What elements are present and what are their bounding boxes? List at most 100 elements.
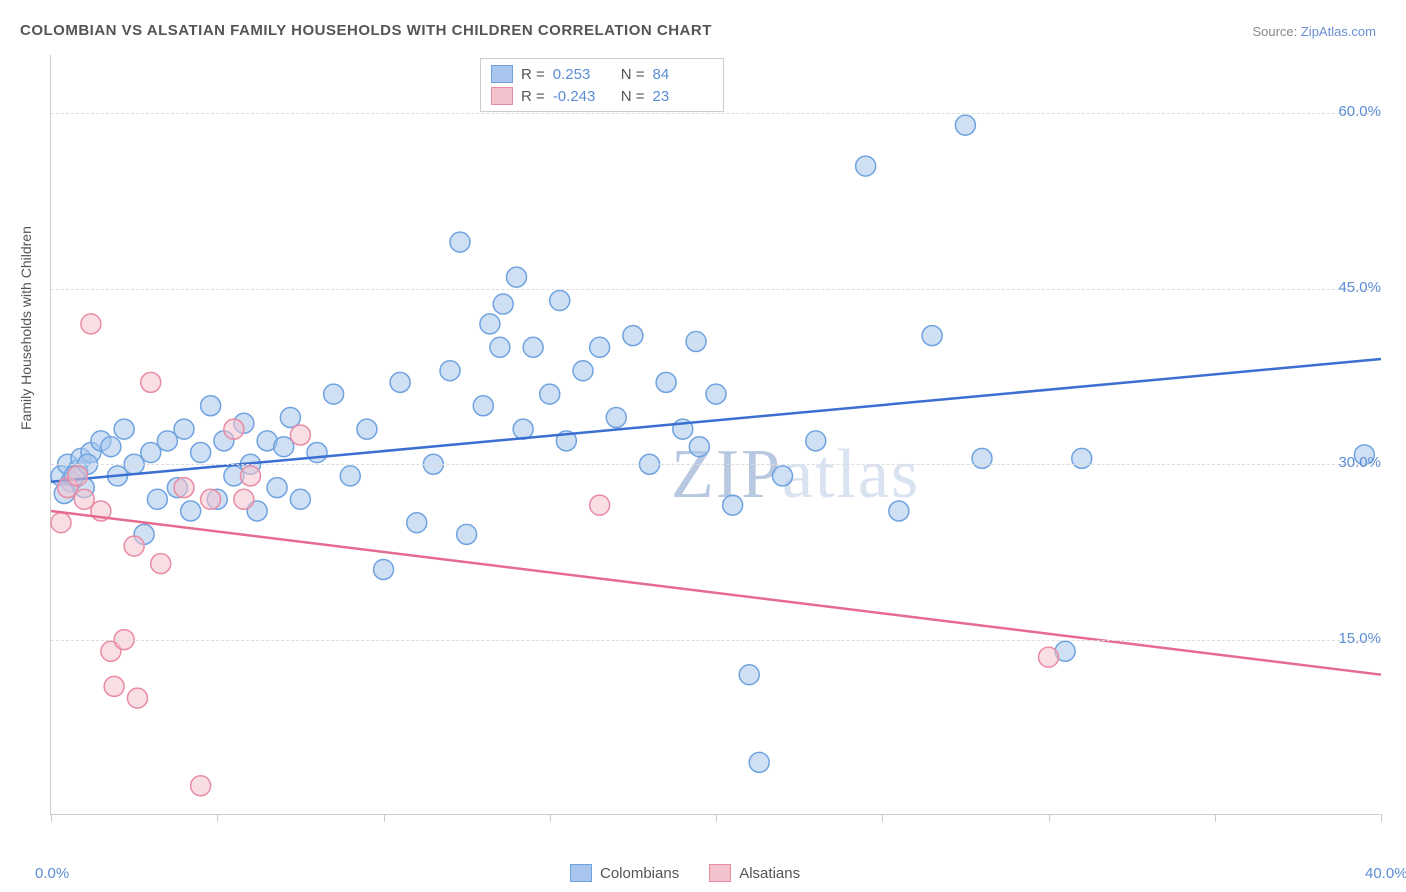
legend-swatch [491, 65, 513, 83]
scatter-point [457, 524, 477, 544]
scatter-point [191, 443, 211, 463]
scatter-point [972, 448, 992, 468]
scatter-point [357, 419, 377, 439]
y-tick-label: 30.0% [1338, 454, 1381, 471]
scatter-point [507, 267, 527, 287]
scatter-point [490, 337, 510, 357]
scatter-point [234, 489, 254, 509]
gridline [51, 640, 1380, 641]
x-tick [550, 814, 551, 822]
scatter-point [267, 478, 287, 498]
scatter-point [290, 489, 310, 509]
scatter-point [340, 466, 360, 486]
scatter-point [124, 536, 144, 556]
y-axis-label: Family Households with Children [18, 226, 34, 430]
x-tick-label: 0.0% [35, 865, 69, 882]
scatter-point [606, 407, 626, 427]
scatter-point [749, 752, 769, 772]
scatter-point [174, 478, 194, 498]
legend-item: Alsatians [709, 864, 800, 882]
x-tick [51, 814, 52, 822]
scatter-point [147, 489, 167, 509]
scatter-point [201, 396, 221, 416]
legend-label: Alsatians [739, 865, 800, 882]
source-prefix: Source: [1252, 24, 1300, 39]
legend-r-value: -0.243 [553, 88, 613, 105]
scatter-point [324, 384, 344, 404]
scatter-point [450, 232, 470, 252]
scatter-point [473, 396, 493, 416]
scatter-point [513, 419, 533, 439]
legend-row: R = -0.243 N = 23 [491, 85, 713, 107]
scatter-point [127, 688, 147, 708]
scatter-point [104, 676, 124, 696]
scatter-point [806, 431, 826, 451]
scatter-point [922, 326, 942, 346]
scatter-point [174, 419, 194, 439]
legend-n-label: N = [621, 88, 645, 105]
scatter-point [689, 437, 709, 457]
legend-r-label: R = [521, 88, 545, 105]
scatter-point [114, 419, 134, 439]
scatter-point [590, 495, 610, 515]
scatter-point [407, 513, 427, 533]
scatter-point [280, 407, 300, 427]
scatter-point [151, 554, 171, 574]
scatter-point [480, 314, 500, 334]
scatter-point [390, 372, 410, 392]
legend-swatch [491, 87, 513, 105]
scatter-point [141, 372, 161, 392]
scatter-point [181, 501, 201, 521]
chart-container: COLOMBIAN VS ALSATIAN FAMILY HOUSEHOLDS … [0, 0, 1406, 892]
x-tick-label: 40.0% [1365, 865, 1406, 882]
scatter-point [81, 314, 101, 334]
scatter-point [706, 384, 726, 404]
scatter-point [241, 466, 261, 486]
x-tick [384, 814, 385, 822]
trend-line [51, 511, 1381, 675]
legend-n-value: 84 [653, 66, 713, 83]
scatter-point [889, 501, 909, 521]
scatter-point [224, 419, 244, 439]
scatter-point [374, 559, 394, 579]
scatter-point [101, 437, 121, 457]
y-tick-label: 15.0% [1338, 630, 1381, 647]
scatter-point [191, 776, 211, 796]
legend-r-label: R = [521, 66, 545, 83]
gridline [51, 464, 1380, 465]
chart-svg [51, 55, 1380, 814]
legend-row: R = 0.253 N = 84 [491, 63, 713, 85]
legend-r-value: 0.253 [553, 66, 613, 83]
scatter-point [856, 156, 876, 176]
legend-n-label: N = [621, 66, 645, 83]
scatter-point [68, 466, 88, 486]
scatter-point [739, 665, 759, 685]
gridline [51, 289, 1380, 290]
source-attribution: Source: ZipAtlas.com [1252, 24, 1376, 39]
scatter-point [590, 337, 610, 357]
x-tick [1381, 814, 1382, 822]
scatter-point [201, 489, 221, 509]
scatter-point [623, 326, 643, 346]
legend-label: Colombians [600, 865, 679, 882]
scatter-point [573, 361, 593, 381]
scatter-point [656, 372, 676, 392]
legend-n-value: 23 [653, 88, 713, 105]
chart-title: COLOMBIAN VS ALSATIAN FAMILY HOUSEHOLDS … [20, 22, 712, 39]
scatter-point [540, 384, 560, 404]
correlation-legend: R = 0.253 N = 84 R = -0.243 N = 23 [480, 58, 724, 112]
gridline [51, 113, 1380, 114]
x-tick [882, 814, 883, 822]
scatter-point [440, 361, 460, 381]
x-tick [217, 814, 218, 822]
x-tick [1049, 814, 1050, 822]
scatter-point [550, 291, 570, 311]
scatter-point [307, 443, 327, 463]
y-tick-label: 45.0% [1338, 279, 1381, 296]
scatter-point [51, 513, 71, 533]
scatter-point [290, 425, 310, 445]
scatter-point [493, 294, 513, 314]
plot-area: ZIPatlas [50, 55, 1380, 815]
source-link[interactable]: ZipAtlas.com [1301, 24, 1376, 39]
y-tick-label: 60.0% [1338, 103, 1381, 120]
